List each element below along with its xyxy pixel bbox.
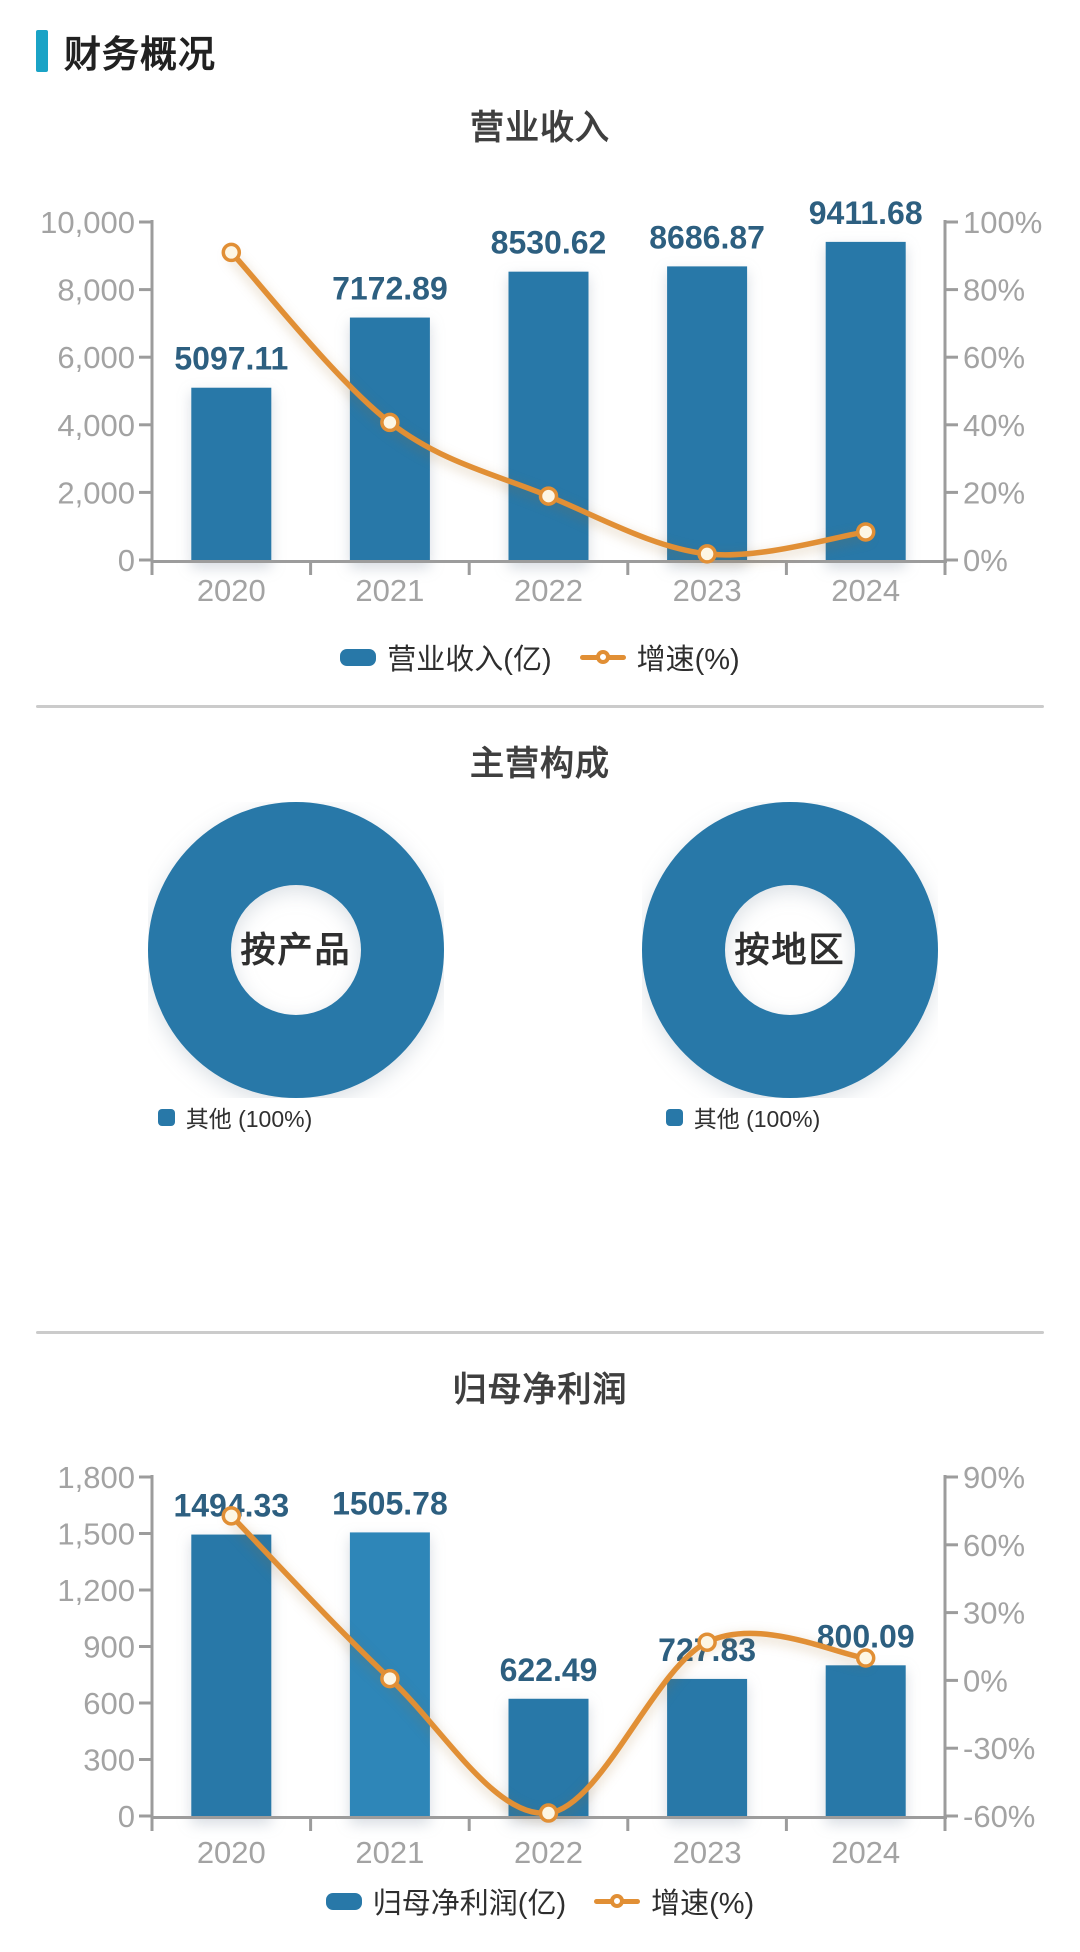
- donut-ring[interactable]: [148, 802, 444, 1098]
- legend-label: 营业收入(亿): [387, 644, 552, 676]
- bar-value-label: 1505.78: [332, 1485, 448, 1521]
- bar-2023[interactable]: [667, 266, 748, 563]
- bar-value-label: 8530.62: [491, 225, 607, 261]
- line-swatch-icon: [594, 1894, 641, 1908]
- bar-2024[interactable]: [825, 1665, 906, 1819]
- bar-2023[interactable]: [667, 1678, 748, 1819]
- region-donut-chart[interactable]: 按地区: [642, 802, 938, 1098]
- bar-value-label: 8686.87: [649, 219, 765, 255]
- x-axis-label: 2024: [831, 573, 900, 608]
- left-axis-tick-label: 0: [118, 1799, 135, 1834]
- line-marker-2021[interactable]: [380, 1668, 400, 1689]
- bar-value-label: 9411.68: [809, 195, 923, 231]
- left-axis-tick-label: 1,800: [57, 1460, 135, 1495]
- x-axis-label: 2023: [673, 1835, 742, 1870]
- left-axis-tick-label: 4,000: [57, 408, 135, 443]
- x-axis-label: 2024: [831, 1835, 900, 1870]
- legend-label: 归母净利润(亿): [372, 1888, 567, 1920]
- net-profit-legend: 归母净利润(亿) 增速(%): [0, 1880, 1080, 1922]
- right-axis-tick-label: 80%: [963, 273, 1025, 308]
- line-marker-2023[interactable]: [697, 544, 717, 564]
- right-axis-tick-label: 30%: [963, 1596, 1025, 1631]
- right-axis-tick-label: 40%: [963, 408, 1025, 443]
- line-marker-2021[interactable]: [380, 412, 400, 433]
- right-axis-tick-label: 20%: [963, 475, 1025, 510]
- revenue-legend: 营业收入(亿) 增速(%): [0, 636, 1080, 678]
- section-accent-bar-icon: [36, 30, 48, 72]
- line-marker-2020[interactable]: [221, 1506, 242, 1526]
- line-swatch-icon: [579, 650, 626, 664]
- region-donut-legend[interactable]: 其他 (100%): [508, 1100, 978, 1134]
- left-axis-tick-label: 2,000: [57, 475, 135, 510]
- bar-2022[interactable]: [508, 271, 589, 563]
- line-marker-2024[interactable]: [855, 522, 876, 542]
- line-marker-2020[interactable]: [221, 242, 242, 263]
- net-profit-bar-line-chart[interactable]: 1494.331505.78622.49727.83800.091,8001,5…: [0, 1420, 1080, 1890]
- legend-label: 其他 (100%): [693, 1106, 821, 1132]
- pie-swatch-icon: [665, 1108, 683, 1126]
- line-marker-2022[interactable]: [538, 1803, 559, 1823]
- left-axis-tick-label: 1,500: [57, 1517, 135, 1552]
- left-axis-tick-label: 1,200: [57, 1573, 135, 1608]
- bars-group: [191, 241, 906, 563]
- bars-group: [191, 1532, 906, 1819]
- product-donut-legend[interactable]: 其他 (100%): [0, 1100, 470, 1134]
- x-axis-label: 2021: [355, 573, 424, 608]
- legend-item-growth[interactable]: 增速(%): [579, 636, 740, 678]
- left-axis-tick-label: 8,000: [57, 273, 135, 308]
- line-marker-2022[interactable]: [538, 486, 559, 506]
- divider: [36, 1331, 1044, 1334]
- legend-label: 增速(%): [651, 1888, 755, 1920]
- x-axis-label: 2022: [514, 573, 583, 608]
- revenue-chart-title: 营业收入: [470, 109, 610, 147]
- bar-value-label: 622.49: [500, 1652, 598, 1688]
- bar-swatch-icon: [340, 648, 377, 666]
- x-axis-label: 2020: [197, 1835, 266, 1870]
- divider: [36, 705, 1044, 708]
- x-axis-label: 2021: [355, 1835, 424, 1870]
- right-axis-tick-label: -60%: [963, 1799, 1035, 1834]
- legend-item-revenue[interactable]: 营业收入(亿): [340, 636, 552, 678]
- right-axis-tick-label: 60%: [963, 340, 1025, 375]
- right-axis-tick-label: 100%: [963, 205, 1042, 240]
- left-axis-tick-label: 0: [118, 543, 135, 578]
- bar-2020[interactable]: [191, 387, 272, 563]
- left-axis-tick-label: 6,000: [57, 340, 135, 375]
- section-title: 财务概况: [64, 34, 216, 75]
- bar-swatch-icon: [325, 1892, 362, 1910]
- pie-swatch-icon: [157, 1108, 175, 1126]
- line-marker-2024[interactable]: [855, 1648, 876, 1668]
- net-profit-chart-title: 归母净利润: [452, 1371, 628, 1409]
- bar-2024[interactable]: [825, 241, 906, 563]
- x-axis-label: 2022: [514, 1835, 583, 1870]
- x-axis-label: 2020: [197, 573, 266, 608]
- right-axis-tick-label: 90%: [963, 1460, 1025, 1495]
- legend-item-growth[interactable]: 增速(%): [594, 1880, 754, 1922]
- right-axis-tick-label: 0%: [963, 1663, 1008, 1698]
- product-donut-chart[interactable]: 按产品: [148, 802, 444, 1098]
- legend-item-net-profit[interactable]: 归母净利润(亿): [325, 1880, 567, 1922]
- left-axis-tick-label: 10,000: [40, 205, 135, 240]
- x-axis-label: 2023: [673, 573, 742, 608]
- bar-value-label: 7172.89: [332, 271, 448, 307]
- right-axis-tick-label: 0%: [963, 543, 1008, 578]
- section-header: 财务概况: [36, 24, 216, 78]
- right-axis-tick-label: -30%: [963, 1731, 1035, 1766]
- legend-label: 其他 (100%): [185, 1106, 313, 1132]
- line-marker-2023[interactable]: [697, 1632, 717, 1652]
- donut-center-label: 按地区: [734, 931, 845, 970]
- bar-value-label: 5097.11: [174, 341, 288, 377]
- left-axis-tick-label: 300: [83, 1743, 135, 1778]
- revenue-bar-line-chart[interactable]: 5097.11 7172.89 8530.62 8686.87 9411.68 10,00…: [0, 130, 1080, 630]
- left-axis-tick-label: 600: [83, 1686, 135, 1721]
- left-axis-tick-label: 900: [83, 1630, 135, 1665]
- bar-2020[interactable]: [191, 1534, 272, 1819]
- donut-center-label: 按产品: [240, 931, 351, 970]
- legend-label: 增速(%): [636, 644, 740, 676]
- donut-ring[interactable]: [642, 802, 938, 1098]
- composition-chart-title: 主营构成: [470, 745, 610, 783]
- right-axis-tick-label: 60%: [963, 1528, 1025, 1563]
